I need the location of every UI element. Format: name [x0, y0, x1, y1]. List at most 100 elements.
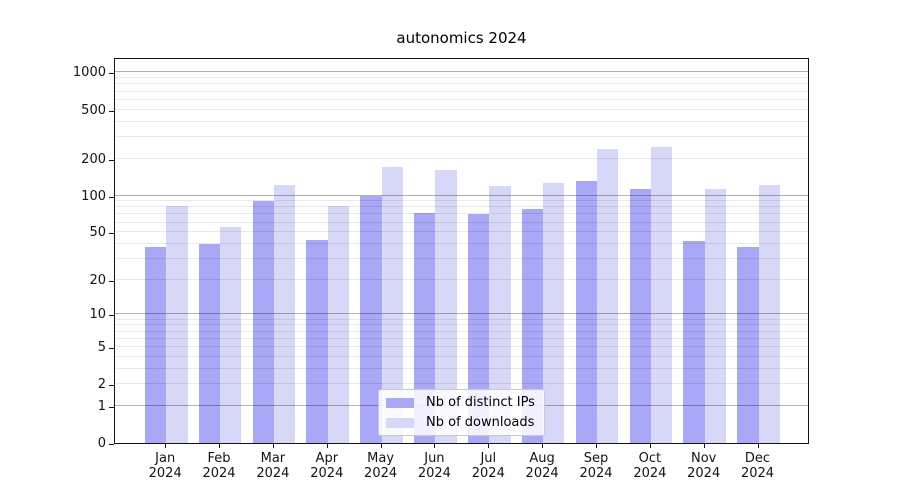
- bar-downloads-jun: [435, 170, 457, 443]
- minor-gridline: [115, 337, 808, 339]
- bar-distinct-ips-apr: [306, 240, 328, 443]
- x-tick: [649, 444, 651, 448]
- x-label-year: 2024: [525, 466, 559, 481]
- minor-gridline: [115, 200, 808, 202]
- y-tick: [109, 315, 114, 317]
- bar-distinct-ips-may: [360, 195, 382, 443]
- minor-gridline: [115, 231, 808, 233]
- minor-gridline: [115, 257, 808, 259]
- x-tick: [488, 444, 490, 448]
- legend-label-downloads: Nb of downloads: [426, 415, 535, 430]
- y-tick: [109, 233, 114, 235]
- x-tick-label: Aug 2024: [510, 451, 574, 481]
- minor-gridline: [115, 242, 808, 244]
- bar-distinct-ips-jan: [144, 246, 167, 443]
- x-tick-label: Apr 2024: [295, 451, 359, 481]
- minor-gridline: [115, 98, 808, 100]
- minor-gridline: [115, 83, 808, 85]
- x-tick-label: Mar 2024: [241, 451, 305, 481]
- minor-gridline: [115, 324, 808, 326]
- minor-gridline: [115, 383, 808, 385]
- bar-distinct-ips-dec: [737, 246, 759, 443]
- x-label-month: Sep: [583, 451, 609, 466]
- legend-label-distinct-ips: Nb of distinct IPs: [426, 395, 535, 410]
- y-tick-label: 10: [89, 307, 106, 323]
- minor-gridline: [115, 157, 808, 159]
- x-label-month: Oct: [638, 451, 662, 466]
- bar-distinct-ips-feb: [198, 243, 221, 443]
- x-tick-label: Jun 2024: [402, 451, 466, 481]
- x-label-month: Jul: [480, 451, 497, 466]
- x-tick-label: Nov 2024: [672, 451, 736, 481]
- x-label-year: 2024: [687, 466, 721, 481]
- bar-distinct-ips-sep: [575, 181, 597, 443]
- x-tick: [272, 444, 274, 448]
- x-tick: [326, 444, 328, 448]
- x-label-month: Apr: [315, 451, 339, 466]
- y-tick: [109, 385, 114, 387]
- minor-gridline: [115, 330, 808, 332]
- x-tick-label: Jan 2024: [133, 451, 197, 481]
- major-gridline: [115, 194, 808, 196]
- x-label-year: 2024: [148, 466, 182, 481]
- y-tick-label: 500: [81, 102, 106, 118]
- minor-gridline: [115, 135, 808, 137]
- minor-gridline: [115, 355, 808, 357]
- bar-distinct-ips-aug: [521, 208, 544, 443]
- x-tick-label: Oct 2024: [618, 451, 682, 481]
- x-tick: [757, 444, 759, 448]
- bar-downloads-jan: [166, 206, 188, 443]
- y-tick-label: 200: [81, 151, 106, 167]
- y-tick-label: 100: [81, 188, 106, 204]
- bar-downloads-dec: [758, 184, 780, 443]
- x-tick: [434, 444, 436, 448]
- y-tick-label: 20: [89, 272, 106, 288]
- x-label-month: Aug: [529, 451, 555, 466]
- x-label-year: 2024: [202, 466, 236, 481]
- x-tick: [596, 444, 597, 448]
- bar-distinct-ips-mar: [252, 201, 274, 443]
- x-label-year: 2024: [310, 466, 344, 481]
- x-label-year: 2024: [256, 466, 290, 481]
- minor-gridline: [115, 318, 808, 320]
- y-tick: [109, 110, 114, 112]
- y-tick: [109, 159, 114, 161]
- x-tick: [219, 444, 220, 448]
- minor-gridline: [115, 77, 808, 79]
- legend-item-downloads: Nb of downloads: [386, 415, 535, 430]
- x-label-month: Mar: [260, 451, 286, 466]
- y-tick: [109, 280, 114, 282]
- minor-gridline: [115, 90, 808, 92]
- x-tick: [165, 444, 167, 448]
- y-tick-label: 5: [97, 339, 106, 355]
- x-tick-label: Jul 2024: [456, 451, 520, 481]
- bar-distinct-ips-jul: [467, 214, 490, 443]
- x-label-month: Jun: [424, 451, 445, 466]
- bar-downloads-may: [381, 166, 403, 443]
- bar-downloads-aug: [543, 182, 565, 443]
- y-tick: [109, 406, 114, 408]
- x-tick-label: Sep 2024: [564, 451, 628, 481]
- y-tick: [109, 73, 114, 75]
- x-tick: [542, 444, 544, 448]
- minor-gridline: [115, 367, 808, 369]
- plot-area: Nb of distinct IPs Nb of downloads: [114, 58, 809, 444]
- x-label-year: 2024: [633, 466, 667, 481]
- bar-downloads-oct: [650, 146, 673, 443]
- major-gridline: [115, 71, 808, 73]
- x-label-month: Dec: [744, 451, 771, 466]
- bar-downloads-apr: [327, 206, 350, 443]
- legend-item-distinct-ips: Nb of distinct IPs: [386, 395, 535, 410]
- y-tick-label: 0: [97, 436, 106, 451]
- x-label-year: 2024: [364, 466, 398, 481]
- bar-downloads-feb: [220, 227, 242, 443]
- x-tick-label: Dec 2024: [726, 451, 790, 481]
- major-gridline: [115, 313, 808, 315]
- y-tick-label: 50: [89, 225, 106, 241]
- x-tick-label: May 2024: [349, 451, 413, 481]
- minor-gridline: [115, 345, 808, 347]
- minor-gridline: [115, 221, 808, 223]
- y-tick-label: 2: [97, 377, 106, 393]
- bar-distinct-ips-nov: [683, 241, 705, 443]
